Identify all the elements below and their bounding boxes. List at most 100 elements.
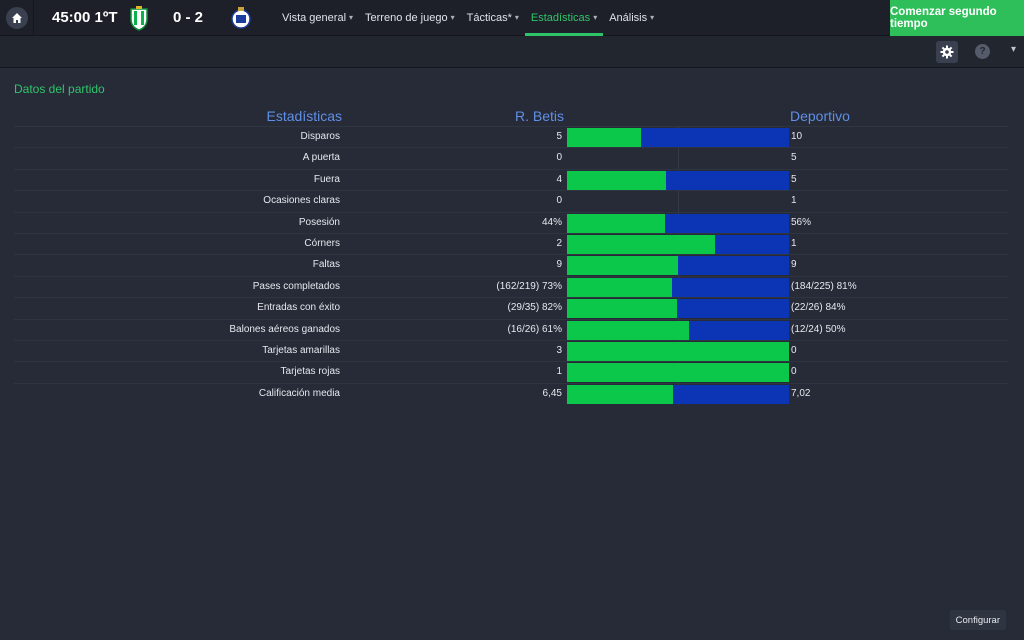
column-header-home-team: R. Betis [514, 108, 564, 124]
stat-row: Tarjetas rojas 1 0 [14, 361, 1008, 383]
top-bar: 45:00 1ºT 0 - 2 Vista general ▾ Terreno d… [0, 0, 1024, 36]
nav-vista-general[interactable]: Vista general ▾ [282, 11, 354, 24]
away-value: (22/26) 84% [791, 302, 846, 314]
home-value: 5 [556, 131, 562, 142]
stat-row: Fuera 4 5 [14, 168, 1008, 190]
home-bar-segment [567, 341, 789, 361]
stat-row: Ocasiones claras 0 1 [14, 190, 1008, 211]
away-value: 5 [791, 173, 797, 185]
comparison-bar [567, 320, 789, 340]
stat-label: Entradas con éxito [257, 302, 340, 314]
home-bar-segment [567, 234, 716, 254]
home-value: (162/219) 73% [496, 280, 562, 292]
away-value: (184/225) 81% [791, 280, 857, 292]
home-bar-segment [567, 320, 690, 340]
comparison-bar [567, 192, 789, 211]
home-value: 44% [541, 216, 562, 228]
away-bar-segment [689, 320, 789, 340]
nav-analisis[interactable]: Análisis ▾ [609, 11, 655, 24]
away-bar-segment [678, 256, 789, 276]
home-value: 3 [556, 344, 562, 356]
chevron-down-icon: ▾ [514, 13, 519, 22]
comparison-bar [567, 299, 789, 319]
away-bar-segment [676, 299, 789, 319]
away-bar-segment [672, 277, 789, 297]
away-bar-segment [664, 213, 789, 233]
stat-label: A puerta [302, 152, 340, 164]
comparison-bar [567, 277, 789, 297]
away-value: 0 [791, 344, 797, 356]
chevron-down-icon[interactable]: ▾ [1010, 44, 1016, 55]
stat-label: Córners [304, 237, 340, 249]
stat-row: Disparos 5 10 [14, 126, 1008, 147]
stat-row: Pases completados (162/219) 73% (184/225) … [14, 275, 1008, 297]
home-value: 4 [556, 173, 562, 185]
stat-label: Disparos [300, 131, 340, 142]
configure-button[interactable]: Configurar [949, 610, 1006, 630]
home-value: (29/35) 82% [507, 302, 562, 314]
stat-row: Balones aéreos ganados (16/26) 61% (12/24)… [14, 318, 1008, 340]
home-icon [5, 6, 28, 29]
column-header-stats: Estadísticas [266, 108, 342, 124]
home-bar-segment [567, 299, 677, 319]
away-value: 7,02 [791, 387, 811, 399]
stat-row: Entradas con éxito (29/35) 82% (22/26) 84% [14, 297, 1008, 319]
stat-label: Fuera [313, 173, 340, 185]
away-value: 0 [791, 366, 797, 378]
stat-row: Tarjetas amarillas 3 0 [14, 339, 1008, 361]
comparison-bar [567, 149, 789, 168]
comparison-bar [567, 341, 789, 361]
home-team-crest-icon [130, 5, 148, 31]
start-second-half-button[interactable]: Comenzar segundo tiempo [890, 0, 1024, 36]
stat-label: Pases completados [252, 280, 340, 292]
home-bar-segment [567, 128, 641, 147]
comparison-bar [567, 384, 789, 404]
home-value: 6,45 [542, 387, 562, 399]
comparison-bar [567, 128, 789, 147]
home-value: 1 [556, 366, 562, 378]
away-value: (12/24) 50% [791, 323, 846, 335]
home-bar-segment [567, 170, 666, 190]
away-bar-segment [715, 234, 789, 254]
home-value: 9 [556, 259, 562, 271]
home-value: 0 [556, 152, 562, 164]
stat-label: Balones aéreos ganados [229, 323, 340, 335]
sub-toolbar: ? ▾ [0, 36, 1024, 68]
chevron-down-icon: ▾ [593, 13, 598, 22]
home-value: (16/26) 61% [507, 323, 562, 335]
stat-row: A puerta 0 5 [14, 147, 1008, 168]
match-clock: 45:00 1ºT [52, 9, 118, 26]
home-bar-segment [567, 384, 674, 404]
stat-label: Tarjetas rojas [280, 366, 340, 378]
comparison-bar [567, 170, 789, 190]
away-bar-segment [640, 128, 789, 147]
nav-terreno-de-juego[interactable]: Terreno de juego ▾ [365, 11, 455, 24]
home-value: 0 [556, 195, 562, 207]
comparison-bar [567, 213, 789, 233]
away-value: 56% [791, 216, 812, 228]
away-bar-segment [665, 170, 789, 190]
chevron-down-icon: ▾ [349, 13, 354, 22]
home-bar-segment [567, 213, 665, 233]
home-button[interactable] [0, 0, 34, 36]
comparison-bar [567, 363, 789, 383]
nav-estadisticas[interactable]: Estadísticas ▾ [524, 0, 604, 36]
gear-icon [940, 45, 954, 59]
away-value: 1 [791, 195, 797, 207]
away-value: 1 [791, 237, 797, 249]
chevron-down-icon: ▾ [450, 13, 455, 22]
home-bar-segment [567, 363, 789, 383]
stats-table: Disparos 5 10 A puerta 0 5 Fuera 4 5 Ocasiones cl… [14, 126, 1008, 404]
away-bar-segment [673, 384, 789, 404]
away-value: 5 [791, 152, 797, 164]
away-value: 9 [791, 259, 797, 271]
nav-tacticas[interactable]: Tácticas* ▾ [466, 11, 519, 24]
stat-row: Calificación media 6,45 7,02 [14, 382, 1008, 404]
help-button[interactable]: ? [975, 44, 990, 59]
settings-button[interactable] [936, 41, 958, 63]
stat-row: Córners 2 1 [14, 232, 1008, 254]
home-bar-segment [567, 256, 678, 276]
comparison-bar [567, 234, 789, 254]
stat-label: Faltas [312, 259, 340, 271]
away-team-crest-icon [231, 6, 251, 29]
